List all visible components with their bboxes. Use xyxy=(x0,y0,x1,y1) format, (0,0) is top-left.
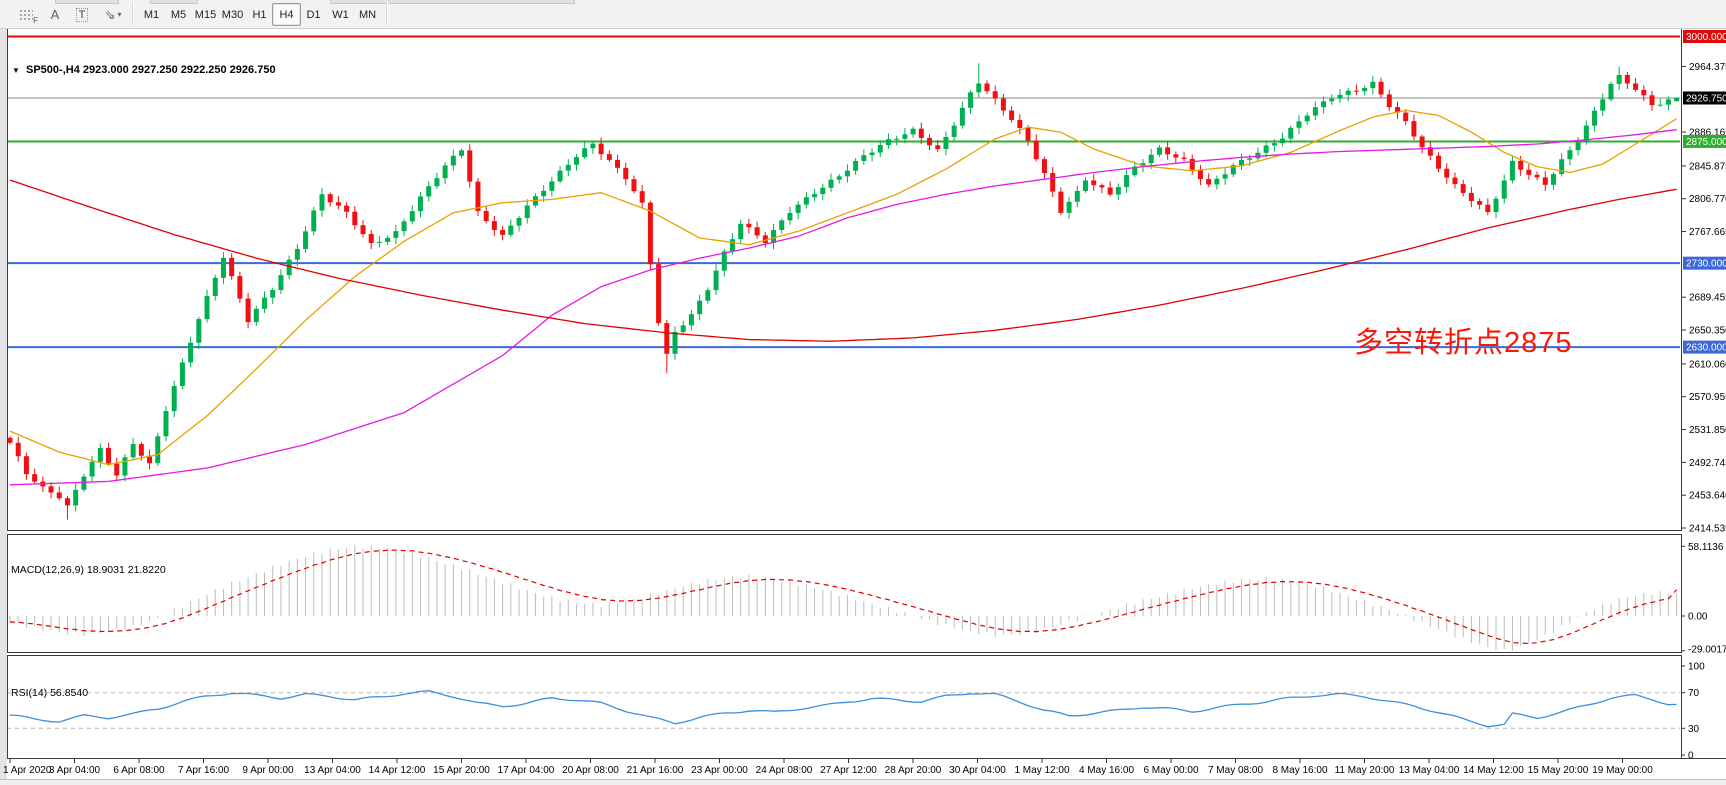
timeframe-h1[interactable]: H1 xyxy=(252,8,267,21)
ma-fast xyxy=(9,109,1677,466)
svg-text:21 Apr 16:00: 21 Apr 16:00 xyxy=(627,765,684,776)
svg-text:17 Apr 04:00: 17 Apr 04:00 xyxy=(498,765,555,776)
svg-text:8 May 16:00: 8 May 16:00 xyxy=(1272,765,1327,776)
svg-text:3 Apr 04:00: 3 Apr 04:00 xyxy=(49,765,101,776)
svg-text:9 Apr 00:00: 9 Apr 00:00 xyxy=(242,765,294,776)
svg-text:6 Apr 08:00: 6 Apr 08:00 xyxy=(113,765,165,776)
svg-text:27 Apr 12:00: 27 Apr 12:00 xyxy=(820,765,877,776)
svg-text:19 May 00:00: 19 May 00:00 xyxy=(1592,765,1653,776)
svg-text:2767.665: 2767.665 xyxy=(1689,227,1726,238)
collapse-triangle-icon[interactable]: ▼ xyxy=(12,66,20,75)
svg-text:2689.455: 2689.455 xyxy=(1689,293,1726,304)
svg-text:2886.165: 2886.165 xyxy=(1689,128,1726,139)
macd-indicator-label: MACD(12,26,9) 18.9031 21.8220 xyxy=(11,564,166,576)
svg-text:15 Apr 20:00: 15 Apr 20:00 xyxy=(433,765,490,776)
timeframe-m30[interactable]: M30 xyxy=(221,8,244,21)
arrows-icon: ⇘ xyxy=(104,6,116,22)
window-fragment xyxy=(150,0,198,4)
fibonacci-icon: F xyxy=(19,8,38,25)
svg-text:2650.350: 2650.350 xyxy=(1689,326,1726,337)
svg-text:13 Apr 04:00: 13 Apr 04:00 xyxy=(304,765,361,776)
timeframe-d1[interactable]: D1 xyxy=(306,8,321,21)
svg-text:6 May 00:00: 6 May 00:00 xyxy=(1143,765,1198,776)
ma-slow xyxy=(9,179,1677,342)
svg-text:0.00: 0.00 xyxy=(1688,612,1708,623)
svg-text:20 Apr 08:00: 20 Apr 08:00 xyxy=(562,765,619,776)
text-label-tool-button[interactable]: T xyxy=(68,3,96,26)
chevron-down-icon: ▾ xyxy=(117,10,122,19)
text-icon: A xyxy=(50,7,60,22)
toolbar-separator xyxy=(386,2,387,25)
svg-text:2610.060: 2610.060 xyxy=(1689,359,1726,370)
svg-text:14 Apr 12:00: 14 Apr 12:00 xyxy=(369,765,426,776)
toolbar-separator xyxy=(132,2,133,25)
svg-text:30 Apr 04:00: 30 Apr 04:00 xyxy=(949,765,1006,776)
text-label-icon: T xyxy=(75,7,89,22)
svg-text:2570.955: 2570.955 xyxy=(1689,392,1726,403)
svg-text:2531.850: 2531.850 xyxy=(1689,425,1726,436)
svg-text:2414.535: 2414.535 xyxy=(1689,524,1726,535)
toolbar: F A T ⇘ ▾ M1 M5 M15 M30 H1 H4 D1 W1 MN xyxy=(0,0,1726,29)
window-fragment xyxy=(55,0,119,4)
svg-text:15 May 20:00: 15 May 20:00 xyxy=(1528,765,1589,776)
horizontal-lines xyxy=(8,35,1680,349)
timeframe-m5[interactable]: M5 xyxy=(170,8,187,21)
svg-text:2875.000: 2875.000 xyxy=(1686,137,1726,148)
price-axis[interactable]: 2964.375 2886.165 2845.875 2806.770 2767.665… xyxy=(1682,30,1726,762)
chart-annotation-text: 多空转折点2875 xyxy=(1354,327,1573,359)
svg-text:23 Apr 00:00: 23 Apr 00:00 xyxy=(691,765,748,776)
window-fragment xyxy=(330,0,575,4)
chart-title: SP500-,H4 2923.000 2927.250 2922.250 292… xyxy=(26,64,276,76)
svg-text:2730.000: 2730.000 xyxy=(1686,259,1726,270)
timeframe-w1[interactable]: W1 xyxy=(332,8,349,21)
svg-text:30: 30 xyxy=(1688,724,1700,735)
price-chart-svg[interactable]: 2964.375 2886.165 2845.875 2806.770 2767.665… xyxy=(0,28,1726,785)
svg-text:3000.000: 3000.000 xyxy=(1686,32,1726,43)
svg-text:2453.640: 2453.640 xyxy=(1689,491,1726,502)
svg-text:2926.750: 2926.750 xyxy=(1686,94,1726,105)
svg-text:28 Apr 20:00: 28 Apr 20:00 xyxy=(885,765,942,776)
ma-mid xyxy=(9,129,1677,486)
svg-text:2630.000: 2630.000 xyxy=(1686,343,1726,354)
svg-text:58.1136: 58.1136 xyxy=(1688,542,1724,553)
ohlc-values: 2923.000 2927.250 2922.250 2926.750 xyxy=(82,64,276,76)
fibonacci-tool-button[interactable]: F xyxy=(12,3,40,26)
symbol-period-label: SP500-,H4 xyxy=(26,64,80,76)
svg-text:11 May 20:00: 11 May 20:00 xyxy=(1335,765,1395,776)
timeframe-m1[interactable]: M1 xyxy=(143,8,160,21)
arrows-tool-button[interactable]: ⇘ ▾ xyxy=(96,3,130,26)
svg-text:70: 70 xyxy=(1688,688,1700,699)
svg-text:14 May 12:00: 14 May 12:00 xyxy=(1463,765,1524,776)
timeframe-m15[interactable]: M15 xyxy=(194,8,217,21)
svg-text:2806.770: 2806.770 xyxy=(1689,194,1726,205)
svg-text:24 Apr 08:00: 24 Apr 08:00 xyxy=(756,765,813,776)
text-tool-button[interactable]: A xyxy=(42,3,68,26)
svg-text:0: 0 xyxy=(1688,751,1694,762)
svg-text:2492.745: 2492.745 xyxy=(1689,458,1726,469)
svg-text:100: 100 xyxy=(1688,662,1705,673)
svg-text:2964.375: 2964.375 xyxy=(1689,62,1726,73)
rsi-layer xyxy=(8,690,1680,729)
timeframe-h4[interactable]: H4 xyxy=(272,3,301,26)
chart-window: 2964.375 2886.165 2845.875 2806.770 2767.665… xyxy=(0,28,1726,785)
svg-text:4 May 16:00: 4 May 16:00 xyxy=(1079,765,1134,776)
macd-layer xyxy=(9,545,1678,651)
svg-text:-29.0017: -29.0017 xyxy=(1688,645,1726,656)
svg-text:1 Apr 2020: 1 Apr 2020 xyxy=(3,765,52,776)
timeframe-mn[interactable]: MN xyxy=(358,8,377,21)
svg-text:7 Apr 16:00: 7 Apr 16:00 xyxy=(178,765,230,776)
svg-text:7 May 08:00: 7 May 08:00 xyxy=(1208,765,1263,776)
svg-text:1 May 12:00: 1 May 12:00 xyxy=(1014,765,1069,776)
rsi-indicator-label: RSI(14) 56.8540 xyxy=(11,687,89,699)
svg-text:13 May 04:00: 13 May 04:00 xyxy=(1399,765,1460,776)
svg-text:2845.875: 2845.875 xyxy=(1689,161,1726,172)
